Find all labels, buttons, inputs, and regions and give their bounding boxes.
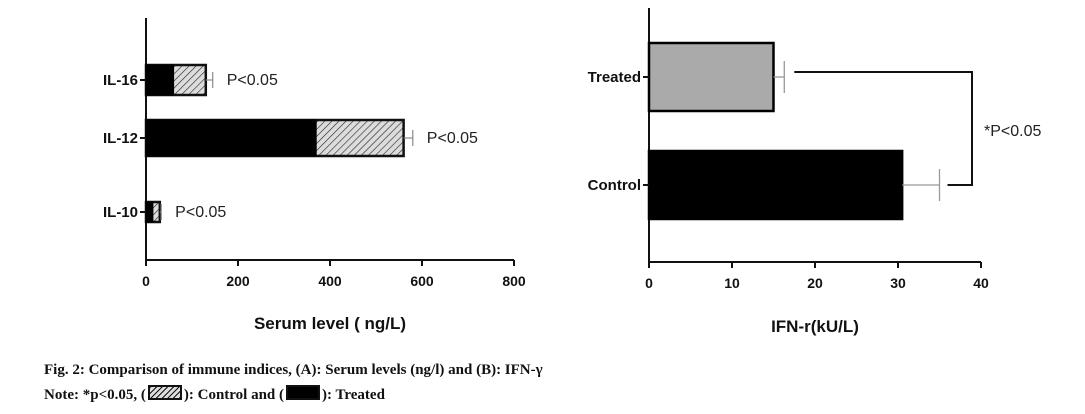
chart-b-category-label: Control — [588, 177, 641, 194]
chart-b-category-label: Treated — [588, 69, 641, 86]
chart-a-x-tick-label: 200 — [226, 273, 250, 289]
chart-b-x-axis-title: IFN-r(kU/L) — [771, 317, 859, 336]
chart-b-significance-label: *P<0.05 — [984, 123, 1041, 140]
chart-a-x-tick-label: 600 — [410, 273, 434, 289]
treated-swatch-icon — [286, 385, 321, 400]
chart-b: Treated Control *P<0.05 0 10 20 30 40 IFN-r(kU/L… — [588, 8, 1041, 336]
chart-a-x-tick-label: 400 — [318, 273, 342, 289]
chart-b-bar — [647, 149, 904, 221]
chart-b-x-tick-label: 30 — [890, 275, 906, 291]
chart-a: IL-16 P<0.05 IL-12 P<0.05 IL-10 P<0.05 0 200 400… — [103, 18, 526, 333]
chart-a-p-value: P<0.05 — [175, 204, 226, 221]
figure-caption-line1: Fig. 2: Comparison of immune indices, (A… — [44, 362, 543, 378]
chart-b-significance-bracket — [794, 71, 973, 186]
chart-a-category-label: IL-10 — [103, 204, 138, 221]
chart-a-x-tick-label: 0 — [142, 273, 150, 289]
chart-b-x-tick-label: 40 — [973, 275, 989, 291]
chart-b-x-tick-label: 10 — [724, 275, 740, 291]
chart-a-bar-treated — [145, 119, 317, 157]
chart-a-x-tick-label: 800 — [502, 273, 526, 289]
chart-b-x-tick-label: 0 — [645, 275, 653, 291]
caption-note-suffix: ): Treated — [322, 387, 385, 403]
chart-a-x-axis-title: Serum level ( ng/L) — [254, 314, 406, 333]
caption-note-prefix: Note: *p<0.05, ( — [44, 387, 146, 403]
caption-note-mid: ): Control and ( — [183, 387, 285, 403]
chart-a-category-label: IL-16 — [103, 72, 138, 89]
chart-a-p-value: P<0.05 — [227, 72, 278, 89]
chart-a-bar-treated — [145, 201, 154, 223]
chart-a-p-value: P<0.05 — [427, 130, 478, 147]
chart-a-category-label: IL-12 — [103, 130, 138, 147]
figure-caption-line2: Note: *p<0.05, ( ): Control and ( ): Treat… — [44, 385, 385, 404]
chart-a-bar-treated — [145, 64, 175, 96]
control-swatch-icon — [147, 385, 182, 400]
chart-b-bar — [647, 41, 775, 113]
chart-b-x-tick-label: 20 — [807, 275, 823, 291]
